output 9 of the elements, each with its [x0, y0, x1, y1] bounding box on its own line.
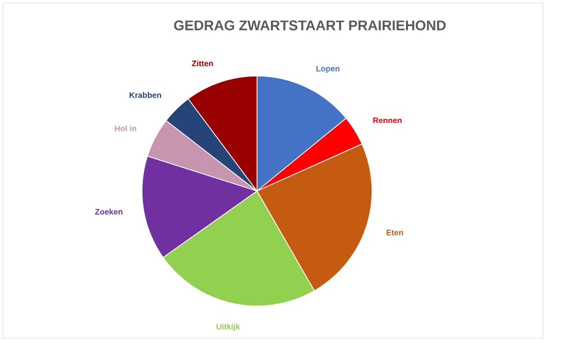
slice-label: Eten — [386, 230, 404, 236]
slice-label: Rennen — [373, 118, 402, 124]
slice-label: Krabben — [130, 92, 162, 98]
slice-label: Zoeken — [95, 208, 122, 215]
slice-label: Zitten — [192, 60, 213, 66]
chart-title: GEDRAG ZWARTSTAART PRAIRIEHOND — [174, 20, 446, 30]
slice-label: Hol in — [115, 125, 136, 132]
slice-label: Lopen — [316, 66, 340, 74]
slice-label: Uitkijk — [216, 324, 240, 332]
